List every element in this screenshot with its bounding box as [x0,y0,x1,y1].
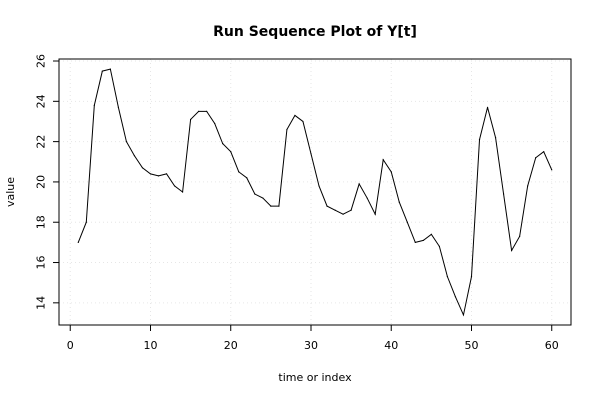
x-tick-label: 0 [67,339,74,352]
y-axis-label: value [4,177,17,207]
data-point [77,241,79,243]
data-point [390,171,392,173]
x-tick-label: 50 [464,339,478,352]
data-point [334,209,336,211]
y-tick-label: 26 [35,54,48,68]
data-point [109,68,111,70]
data-point [262,197,264,199]
y-tick-label: 14 [35,296,48,310]
data-point [125,141,128,143]
data-point [214,122,216,125]
x-tick-label: 40 [384,339,398,352]
x-tick-label: 10 [143,339,157,352]
data-point [486,106,489,108]
data-point [326,205,328,207]
data-point [511,249,513,252]
data-point [133,155,136,157]
data-point [181,191,184,193]
data-point [254,193,256,195]
x-tick-label: 20 [224,339,238,352]
data-point [494,136,497,139]
data-point [310,153,312,155]
data-point [398,201,400,203]
data-point [238,171,240,173]
data-point [270,205,272,207]
data-series-line [77,68,553,317]
data-point [302,120,304,123]
data-point [246,177,248,179]
data-point [382,159,384,161]
data-point [230,151,232,153]
data-point [165,173,168,175]
data-point [406,221,408,223]
data-point [470,276,473,278]
data-point [519,235,521,237]
data-points [77,68,553,316]
data-point [374,213,376,215]
data-point [414,241,416,243]
data-point [294,114,296,117]
data-point [462,314,465,316]
data-point [342,213,344,215]
data-point [543,151,545,153]
data-point [278,205,280,207]
data-point [206,110,208,112]
data-point [190,118,192,121]
y-tick-label: 20 [35,175,48,189]
x-axis: 0 10 20 30 40 50 60 [67,325,559,352]
data-point [117,106,119,108]
data-point [527,185,529,187]
y-tick-label: 18 [35,215,48,229]
data-point [430,233,432,235]
y-tick-label: 16 [35,256,48,270]
data-point [286,128,288,131]
x-tick-label: 60 [545,339,559,352]
chart-title: Run Sequence Plot of Y[t] [213,24,417,40]
y-tick-label: 22 [35,135,48,149]
data-point [454,296,457,298]
data-point [502,193,505,195]
data-point [422,239,424,241]
plot-frame [58,58,572,326]
data-point [173,185,176,187]
data-point [438,245,440,248]
data-point [198,110,200,112]
x-tick-label: 30 [304,339,318,352]
y-axis: 14 16 18 20 22 24 26 [35,54,59,310]
data-point [157,175,160,177]
data-point [141,167,144,169]
data-point [85,221,87,223]
data-point [446,276,449,278]
y-tick-label: 24 [35,94,48,108]
data-point [551,169,553,171]
data-point [366,197,368,199]
data-point [535,157,537,159]
x-axis-label: time or index [278,371,352,384]
data-point [222,143,224,145]
data-point [101,70,103,72]
data-point [350,209,352,211]
data-point [358,183,360,185]
data-point [478,139,481,141]
data-point [93,104,95,106]
grid-lines [59,59,571,325]
data-point [318,185,320,187]
data-point [149,173,152,175]
